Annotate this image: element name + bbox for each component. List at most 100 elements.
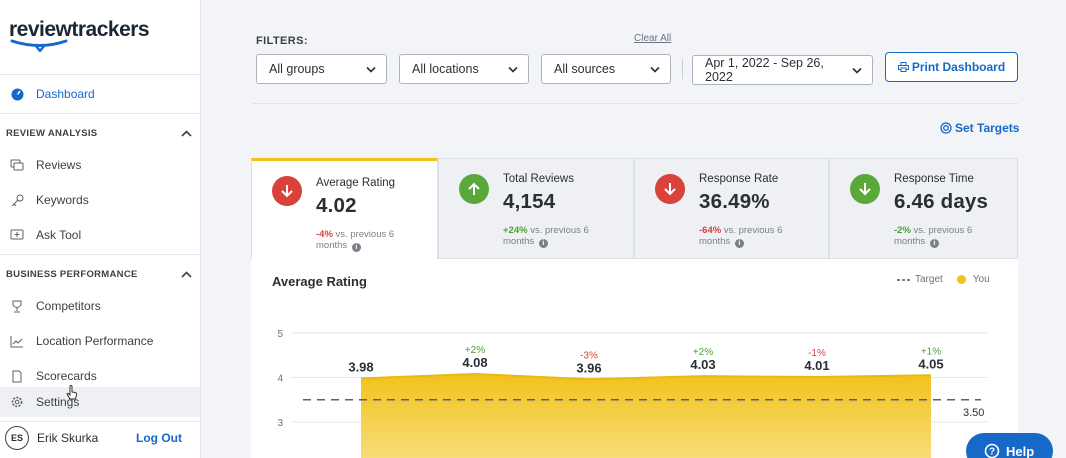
svg-text:?: ? bbox=[989, 447, 995, 458]
log-out-link[interactable]: Log Out bbox=[136, 431, 182, 445]
sidebar-item-location-performance[interactable]: Location Performance bbox=[0, 326, 200, 356]
data-value-label: 4.08 bbox=[462, 355, 487, 370]
data-value-label: 4.05 bbox=[918, 356, 943, 371]
dropdown-value: Apr 1, 2022 - Sep 26, 2022 bbox=[705, 56, 824, 84]
sources-dropdown[interactable]: All sources bbox=[541, 54, 671, 84]
kpi-card-average-rating[interactable]: Average Rating 4.02 -4% vs. previous 6 m… bbox=[251, 158, 438, 259]
filter-separator bbox=[682, 59, 683, 79]
kpi-compare-text: months bbox=[699, 236, 731, 247]
kpi-compare-text: vs. previous 6 bbox=[335, 229, 395, 240]
sidebar-item-label: Competitors bbox=[36, 299, 101, 313]
groups-dropdown[interactable]: All groups bbox=[256, 54, 387, 84]
print-dashboard-label: Print Dashboard bbox=[911, 60, 1006, 74]
kpi-comparison: -4% vs. previous 6 months i bbox=[316, 229, 416, 252]
chart-legend: Target You bbox=[897, 274, 990, 285]
filters-label: FILTERS: bbox=[256, 35, 308, 47]
clear-all-link[interactable]: Clear All bbox=[634, 33, 672, 44]
divider bbox=[0, 74, 200, 75]
kpi-comparison: +24% vs. previous 6 months i bbox=[503, 225, 603, 248]
section-header-business-performance[interactable]: BUSINESS PERFORMANCE bbox=[6, 269, 192, 280]
y-tick-label: 5 bbox=[277, 329, 283, 340]
kpi-title: Response Rate bbox=[699, 173, 779, 185]
data-change-label: -1% bbox=[808, 348, 826, 359]
data-value-label: 4.03 bbox=[690, 357, 715, 372]
data-change-label: +2% bbox=[465, 345, 485, 356]
section-title: REVIEW ANALYSIS bbox=[6, 128, 98, 139]
app-logo[interactable]: reviewtrackers bbox=[9, 18, 150, 41]
key-icon bbox=[10, 193, 24, 207]
kpi-card-total-reviews[interactable]: Total Reviews 4,154 +24% vs. previous 6 … bbox=[438, 158, 634, 259]
kpi-value: 4,154 bbox=[503, 190, 556, 213]
kpi-compare-text: vs. previous 6 bbox=[913, 225, 973, 236]
target-icon bbox=[940, 122, 952, 134]
sidebar-item-competitors[interactable]: Competitors bbox=[0, 291, 200, 321]
sidebar-item-label: Scorecards bbox=[36, 369, 97, 383]
locations-dropdown[interactable]: All locations bbox=[399, 54, 529, 84]
data-change-label: -3% bbox=[580, 350, 598, 361]
you-line bbox=[360, 372, 932, 381]
cursor-hand-icon bbox=[66, 385, 78, 400]
info-icon[interactable]: i bbox=[734, 239, 744, 248]
kpi-change: -2% bbox=[894, 225, 911, 236]
kpi-compare-text: vs. previous 6 bbox=[723, 225, 783, 236]
sidebar-item-label: Settings bbox=[36, 395, 80, 409]
logo-swoosh-icon bbox=[10, 39, 68, 52]
avatar[interactable]: ES bbox=[5, 426, 29, 450]
kpi-value: 4.02 bbox=[316, 194, 357, 217]
legend-target[interactable]: Target bbox=[915, 274, 943, 285]
ask-tool-icon bbox=[10, 228, 24, 242]
arrow-down-icon bbox=[850, 174, 880, 204]
sidebar-item-dashboard[interactable]: Dashboard bbox=[0, 79, 200, 109]
target-value-label: 3.50 bbox=[963, 407, 984, 419]
sidebar-item-scorecards[interactable]: Scorecards bbox=[0, 361, 200, 391]
kpi-card-response-rate[interactable]: Response Rate 36.49% -64% vs. previous 6… bbox=[634, 158, 829, 259]
kpi-value: 6.46 days bbox=[894, 190, 989, 213]
chevron-down-icon bbox=[508, 66, 518, 73]
print-dashboard-button[interactable]: Print Dashboard bbox=[885, 52, 1018, 82]
kpi-value: 36.49% bbox=[699, 190, 770, 213]
sidebar: reviewtrackers Dashboard REVIEW ANALYSIS… bbox=[0, 0, 201, 458]
user-row: ES Erik Skurka Log Out bbox=[0, 421, 200, 454]
kpi-card-response-time[interactable]: Response Time 6.46 days -2% vs. previous… bbox=[829, 158, 1018, 259]
info-icon[interactable]: i bbox=[929, 239, 939, 248]
sidebar-item-reviews[interactable]: Reviews bbox=[0, 150, 200, 180]
y-tick-label: 4 bbox=[277, 374, 283, 385]
arrow-up-icon bbox=[459, 174, 489, 204]
section-header-review-analysis[interactable]: REVIEW ANALYSIS bbox=[6, 128, 192, 139]
kpi-title: Average Rating bbox=[316, 177, 396, 189]
date-range-dropdown[interactable]: Apr 1, 2022 - Sep 26, 2022 bbox=[692, 55, 873, 85]
document-icon bbox=[10, 369, 24, 383]
kpi-compare-text: months bbox=[894, 236, 926, 247]
reviews-icon bbox=[10, 158, 24, 172]
data-value-label: 3.96 bbox=[576, 360, 601, 375]
chevron-down-icon bbox=[650, 66, 660, 73]
section-title: BUSINESS PERFORMANCE bbox=[6, 269, 138, 280]
sidebar-item-keywords[interactable]: Keywords bbox=[0, 185, 200, 215]
sidebar-item-settings[interactable]: Settings bbox=[0, 387, 200, 417]
info-icon[interactable]: i bbox=[538, 239, 548, 248]
user-name: Erik Skurka bbox=[37, 431, 99, 445]
dropdown-value: All sources bbox=[554, 62, 616, 76]
kpi-comparison: -2% vs. previous 6 months i bbox=[894, 225, 994, 248]
sidebar-item-label: Reviews bbox=[36, 158, 82, 172]
help-button[interactable]: ? Help bbox=[966, 433, 1053, 458]
sidebar-item-label: Keywords bbox=[36, 193, 89, 207]
kpi-change: -4% bbox=[316, 229, 333, 240]
y-tick-label: 3 bbox=[277, 418, 283, 429]
trophy-icon bbox=[10, 299, 24, 313]
kpi-title: Response Time bbox=[894, 173, 974, 185]
chevron-down-icon bbox=[366, 66, 376, 73]
kpi-compare-text: vs. previous 6 bbox=[530, 225, 589, 236]
divider bbox=[252, 103, 1018, 104]
chevron-up-icon bbox=[181, 130, 192, 137]
info-icon[interactable]: i bbox=[351, 243, 361, 252]
dashboard-icon bbox=[10, 87, 24, 101]
set-targets-link[interactable]: Set Targets bbox=[940, 121, 1019, 135]
data-change-label: +2% bbox=[693, 347, 713, 358]
sidebar-item-label: Ask Tool bbox=[36, 228, 82, 242]
kpi-compare-text: months bbox=[503, 236, 535, 247]
legend-you[interactable]: You bbox=[972, 274, 990, 285]
kpi-comparison: -64% vs. previous 6 months i bbox=[699, 225, 799, 248]
sidebar-item-ask-tool[interactable]: Ask Tool bbox=[0, 220, 200, 250]
